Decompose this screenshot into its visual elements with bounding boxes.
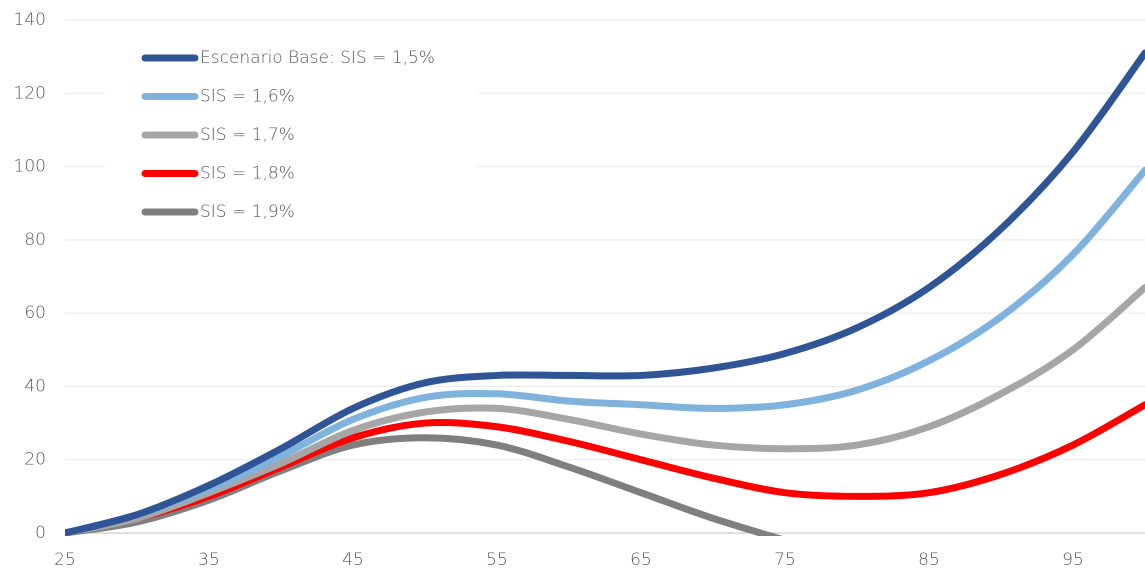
series-line: [65, 49, 1145, 536]
x-tick-label: 35: [198, 550, 220, 570]
y-tick-label: 120: [14, 83, 46, 103]
legend-label: SIS = 1,9%: [200, 202, 295, 222]
x-tick-label: 45: [342, 550, 364, 570]
axis-labels: 0 20 40 60 80 100 120 140 25 35 45 55 65 75 85 95: [14, 10, 1084, 570]
series-line: [65, 283, 1145, 536]
legend-label: SIS = 1,7%: [200, 125, 295, 145]
legend-label: SIS = 1,8%: [200, 164, 295, 184]
series-line: [65, 166, 1145, 536]
x-tick-label: 75: [774, 550, 796, 570]
legend: Escenario Base: SIS = 1,5% SIS = 1,6% SIS …: [141, 48, 435, 222]
y-tick-label: 0: [35, 523, 46, 543]
plot-area: [65, 49, 1145, 536]
x-tick-label: 25: [54, 550, 76, 570]
y-tick-label: 100: [14, 157, 46, 177]
series-line: [65, 434, 783, 536]
y-tick-label: 20: [24, 450, 46, 470]
y-tick-label: 60: [24, 303, 46, 323]
x-tick-label: 85: [918, 550, 940, 570]
y-tick-label: 140: [14, 10, 46, 30]
x-tick-label: 55: [486, 550, 508, 570]
legend-label: SIS = 1,6%: [200, 87, 295, 107]
x-tick-label: 95: [1062, 550, 1084, 570]
x-tick-label: 65: [630, 550, 652, 570]
y-tick-label: 40: [24, 376, 46, 396]
legend-label: Escenario Base: SIS = 1,5%: [200, 48, 435, 68]
y-tick-label: 80: [24, 230, 46, 250]
